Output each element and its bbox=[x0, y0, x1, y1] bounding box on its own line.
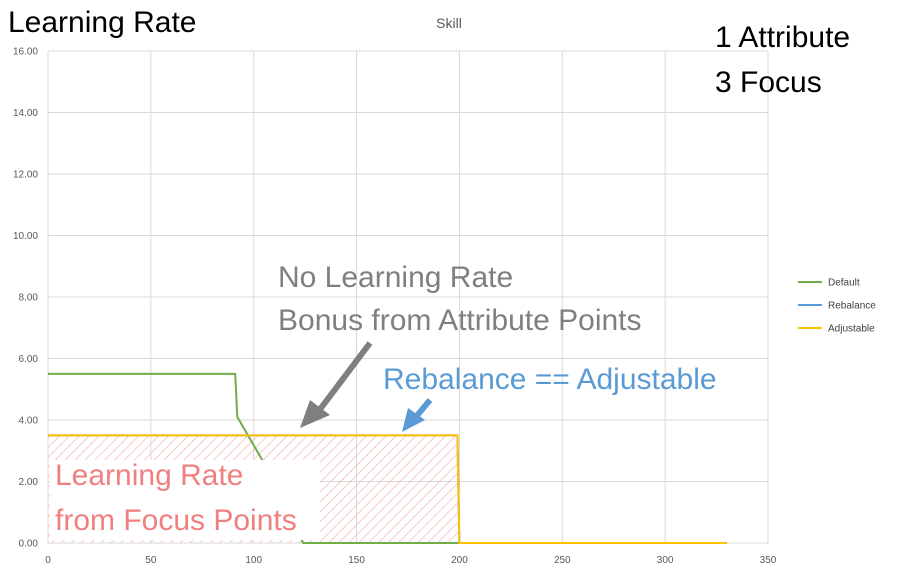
no-bonus-annotation-line1: No Learning Rate bbox=[278, 261, 513, 294]
x-tick-label: 50 bbox=[145, 555, 157, 566]
x-tick-label: 250 bbox=[554, 555, 571, 566]
y-tick-label: 2.00 bbox=[19, 477, 39, 488]
x-axis-ticks: 0 50 100 150 200 250 300 350 bbox=[45, 555, 777, 566]
blue-arrow bbox=[402, 398, 433, 432]
page-title: Learning Rate bbox=[8, 6, 196, 39]
focus-label-background bbox=[50, 460, 320, 540]
focus-annotation-line1: Learning Rate bbox=[55, 459, 243, 492]
x-tick-label: 350 bbox=[760, 555, 777, 566]
legend-label-rebalance: Rebalance bbox=[828, 301, 876, 312]
y-axis-ticks: 0.00 2.00 4.00 6.00 8.00 10.00 12.00 14.00 16.00 bbox=[13, 47, 38, 550]
y-tick-label: 6.00 bbox=[19, 354, 39, 365]
y-tick-label: 4.00 bbox=[19, 416, 39, 427]
legend: Default Rebalance Adjustable bbox=[798, 278, 876, 335]
y-tick-label: 8.00 bbox=[19, 293, 39, 304]
legend-label-adjustable: Adjustable bbox=[828, 324, 875, 335]
focus-annotation-line2: from Focus Points bbox=[55, 504, 297, 537]
x-tick-label: 150 bbox=[348, 555, 365, 566]
gray-arrow bbox=[300, 341, 373, 428]
series-line-adjustable bbox=[48, 434, 727, 544]
x-tick-label: 200 bbox=[451, 555, 468, 566]
x-tick-label: 0 bbox=[45, 555, 51, 566]
chart-title: Skill bbox=[436, 15, 462, 31]
corner-focus-text: 3 Focus bbox=[715, 66, 822, 99]
x-tick-label: 100 bbox=[245, 555, 262, 566]
y-tick-label: 16.00 bbox=[13, 47, 38, 58]
y-tick-label: 10.00 bbox=[13, 231, 38, 242]
y-tick-label: 14.00 bbox=[13, 108, 38, 119]
no-bonus-annotation-line2: Bonus from Attribute Points bbox=[278, 304, 642, 337]
y-tick-label: 12.00 bbox=[13, 170, 38, 181]
corner-attribute-text: 1 Attribute bbox=[715, 21, 850, 54]
legend-label-default: Default bbox=[828, 278, 860, 289]
y-tick-label: 0.00 bbox=[19, 539, 39, 550]
rebalance-equals-adjustable-annotation: Rebalance == Adjustable bbox=[383, 363, 717, 396]
x-tick-label: 300 bbox=[657, 555, 674, 566]
